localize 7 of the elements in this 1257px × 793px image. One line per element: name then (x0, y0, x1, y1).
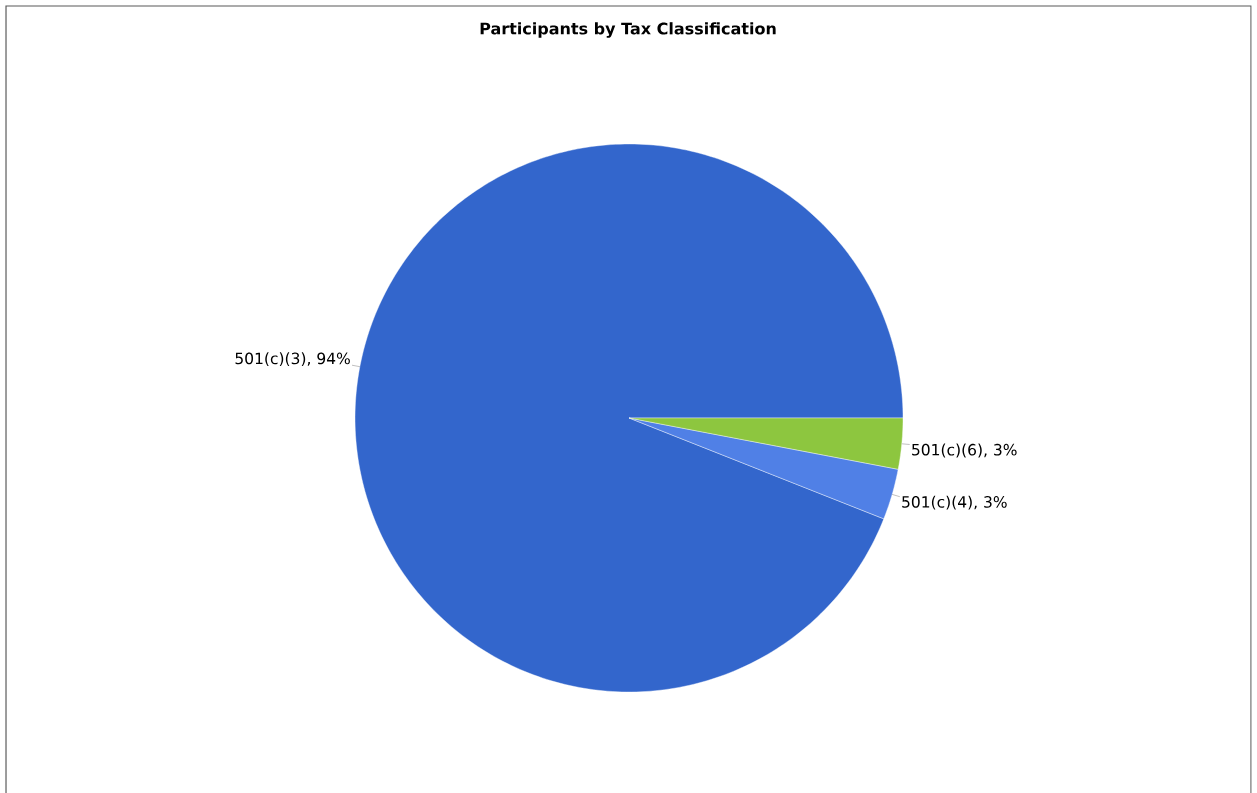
data-label: , 3% (974, 496, 1007, 510)
data-label: , 3% (984, 443, 1017, 458)
slice-label: 501(c)(6) (912, 443, 982, 458)
chart-title: Participants by Tax Classification (480, 22, 776, 38)
data-label: , 94% (307, 352, 350, 366)
slice-label: 501(c)(4) (902, 495, 972, 510)
slice-label: 501(c)(3) (235, 352, 306, 367)
